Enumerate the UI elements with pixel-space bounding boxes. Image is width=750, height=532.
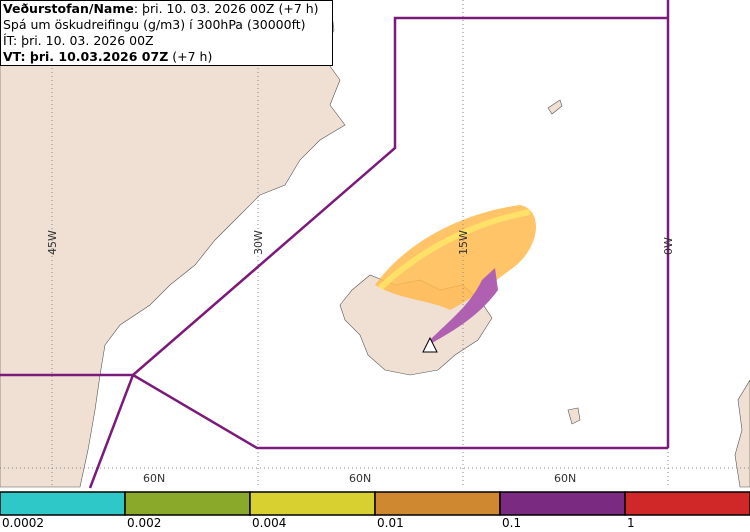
jan-mayen [547, 99, 563, 115]
header-line: VT: þri. 10.03.2026 07Z (+7 h) [3, 49, 332, 65]
lat-label: 60N [143, 472, 165, 485]
header-bold: VT: þri. 10.03.2026 07Z [3, 49, 169, 64]
header-line: Veðurstofan/Name: þri. 10. 03. 2026 00Z … [3, 1, 332, 17]
legend-label: 0.1 [502, 516, 522, 530]
legend-label: 0.0002 [2, 516, 44, 530]
header-line: ÍT: þri. 10. 03. 2026 00Z [3, 33, 154, 48]
fir-boundary [88, 374, 135, 489]
fir-boundary [0, 16, 668, 377]
legend-swatch [374, 491, 501, 516]
lon-label: 30W [252, 230, 265, 255]
volcano [422, 336, 438, 353]
lon-label: 0W [662, 237, 675, 255]
lon-label: 45W [46, 230, 59, 255]
legend-swatch [124, 491, 251, 516]
header: Veðurstofan/Name: þri. 10. 03. 2026 00Z … [0, 0, 333, 66]
legend-label: 0.002 [127, 516, 162, 530]
legend-label: 0.01 [377, 516, 404, 530]
legend-swatch [249, 491, 376, 516]
greenland [0, 0, 346, 488]
lon-label: 15W [457, 230, 470, 255]
lat-label: 60N [349, 472, 371, 485]
header-text: : þri. 10. 03. 2026 00Z (+7 h) [133, 1, 319, 16]
legend-swatch [624, 491, 750, 516]
header-bold: Veðurstofan/Name [3, 1, 134, 16]
scotland [734, 379, 750, 488]
legend-swatch [499, 491, 626, 516]
header-line: Spá um öskudreifingu (g/m3) í 300hPa (30… [3, 17, 306, 32]
ash-plume-high [430, 268, 498, 343]
legend-swatch [0, 491, 126, 516]
header-text: (+7 h) [168, 49, 213, 64]
ash-plume-low [375, 205, 537, 310]
lat-label: 60N [554, 472, 576, 485]
faroe [567, 407, 581, 425]
ash-plume-edge [377, 209, 531, 291]
legend-label: 0.004 [252, 516, 287, 530]
legend [0, 491, 750, 516]
fir-boundary [132, 373, 668, 450]
legend-label: 1 [627, 516, 635, 530]
